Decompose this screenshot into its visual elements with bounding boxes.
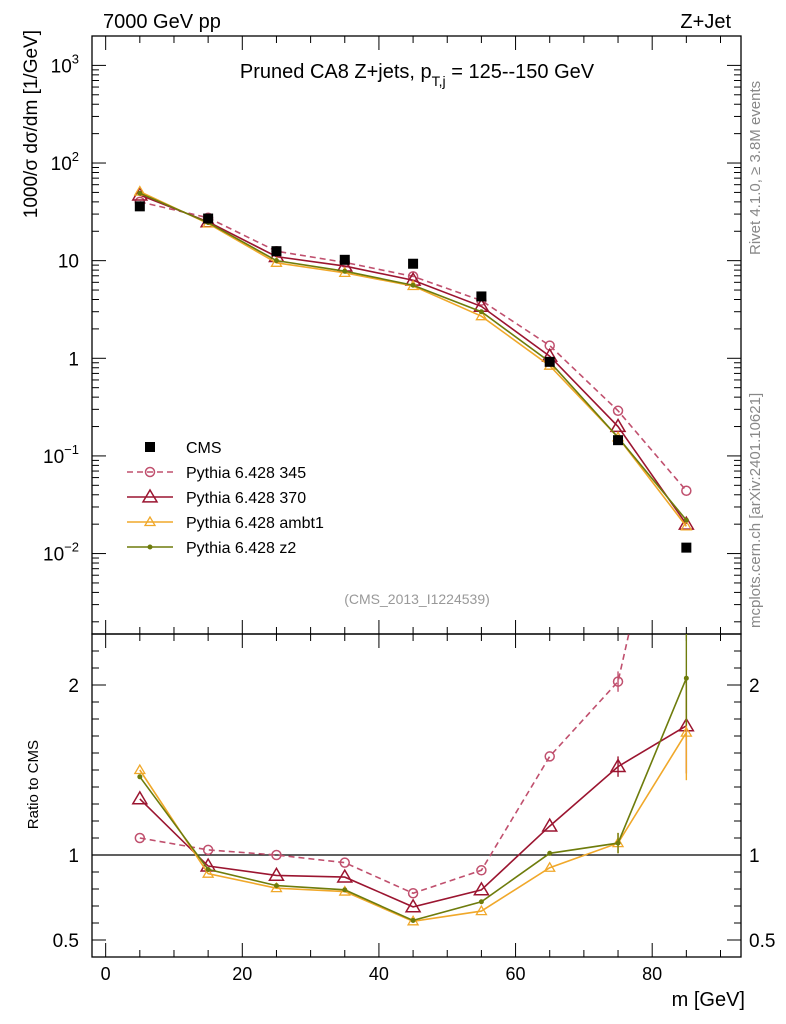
series-point-3 <box>273 258 279 264</box>
x-tick-label: 40 <box>369 964 389 984</box>
legend-marker <box>147 544 153 550</box>
x-tick-label: 0 <box>101 964 111 984</box>
legend-marker <box>144 466 156 478</box>
cms-point <box>203 213 214 224</box>
ratio-y-tick-label-right: 1 <box>749 846 760 867</box>
ratio-point-3 <box>273 883 279 889</box>
ratio-point-3 <box>410 917 416 923</box>
ratio-point-3 <box>137 774 143 780</box>
cms-point <box>613 435 624 446</box>
title-tail: = 125--150 GeV <box>446 61 595 83</box>
legend-marker <box>143 515 157 527</box>
series-line-0 <box>139 201 687 492</box>
ratio-point-2 <box>475 904 488 916</box>
energy-label: 7000 GeV pp <box>103 11 221 33</box>
ratio-y-tick-label: 1 <box>68 846 79 867</box>
cms-point <box>271 246 282 257</box>
legend-label: CMS <box>186 440 222 457</box>
ratio-point-1 <box>268 866 285 882</box>
ratio-point-1 <box>404 898 422 913</box>
series-point-3 <box>478 309 484 315</box>
x-tick-label: 60 <box>506 964 526 984</box>
main-data <box>131 185 695 553</box>
series-point-0 <box>681 485 692 496</box>
ratio-point-3 <box>547 850 553 856</box>
rivet-label: Rivet 4.1.0, ≥ 3.8M events <box>747 81 764 255</box>
series-point-2 <box>475 309 488 321</box>
series-point-1 <box>678 515 695 530</box>
ratio-frame <box>91 633 742 958</box>
y-tick-label: 10 <box>58 252 79 273</box>
cms-point <box>339 254 350 265</box>
series-point-3 <box>342 268 348 274</box>
ratio-point-0 <box>134 832 146 844</box>
ratio-point-2 <box>202 867 215 878</box>
legend-marker <box>141 488 159 503</box>
title-main: Pruned CA8 Z+jets, p <box>240 61 432 83</box>
series-point-0 <box>612 405 624 417</box>
plot-title: Pruned CA8 Z+jets, pT,j = 125--150 GeV <box>240 61 595 89</box>
ratio-point-0 <box>202 844 214 856</box>
ratio-point-1 <box>541 817 559 832</box>
ratio-point-0 <box>339 857 351 868</box>
y-tick-label: 102 <box>51 149 79 175</box>
ratio-point-0 <box>271 849 282 861</box>
series-point-3 <box>137 190 143 196</box>
ratio-point-3 <box>342 887 348 893</box>
ratio-panel: 0 20 40 60 80 0.5 0.5 1 1 2 2 <box>53 633 775 984</box>
ratio-point-2 <box>133 763 146 775</box>
y-axis-title-main: 1000/σ dσ/dm [1/GeV] <box>21 30 42 218</box>
series-point-2 <box>680 520 693 531</box>
y-tick-label: 103 <box>51 51 79 77</box>
cms-point <box>476 291 487 302</box>
ratio-point-2 <box>270 881 283 893</box>
series-point-3 <box>683 517 689 523</box>
ratio-y-tick-label: 2 <box>68 676 79 697</box>
analysis-id: (CMS_2013_I1224539) <box>344 591 490 607</box>
title-subscript: T,j <box>432 73 446 89</box>
x-tick-label: 20 <box>232 964 252 984</box>
ratio-y-tick-label: 0.5 <box>53 931 79 952</box>
ratio-point-0 <box>407 888 419 899</box>
x-tick-label: 80 <box>642 964 662 984</box>
y-tick-label: 10−2 <box>43 540 79 566</box>
ratio-y-tick-label-right: 0.5 <box>749 931 775 952</box>
legend-label: Pythia 6.428 345 <box>186 465 306 482</box>
legend-label: Pythia 6.428 370 <box>186 490 306 507</box>
ratio-point-2 <box>543 861 556 872</box>
ratio-y-tick-label-right: 2 <box>749 676 760 697</box>
legend-label: Pythia 6.428 ambt1 <box>186 515 324 532</box>
cms-point <box>544 356 555 367</box>
legend-label: Pythia 6.428 z2 <box>186 540 296 557</box>
legend-marker <box>145 442 155 452</box>
ratio-point-0 <box>476 865 487 876</box>
series-point-2 <box>270 256 283 267</box>
ratio-point-3 <box>205 866 211 872</box>
ratio-line-0 <box>139 634 630 895</box>
series-point-3 <box>410 282 416 288</box>
ratio-data <box>131 634 695 926</box>
y-tick-label: 10−1 <box>43 442 79 468</box>
y-tick-label: 1 <box>68 349 79 370</box>
cms-point <box>408 258 419 269</box>
x-axis-title: m [GeV] <box>672 989 745 1011</box>
mcplots-label: mcplots.cern.ch [arXiv:2401.10621] <box>747 393 764 628</box>
legend: CMS Pythia 6.428 345 Pythia 6.428 370 Pythi… <box>127 440 324 557</box>
ratio-point-0 <box>544 751 555 762</box>
ratio-point-3 <box>478 899 484 905</box>
ratio-point-1 <box>131 790 149 805</box>
cms-point <box>681 542 692 553</box>
ratio-line-3 <box>139 677 688 922</box>
ratio-point-1 <box>473 881 490 896</box>
ratio-line-1 <box>139 725 687 908</box>
process-label: Z+Jet <box>680 11 731 33</box>
ratio-point-1 <box>336 868 354 883</box>
y-axis-title-ratio: Ratio to CMS <box>25 740 42 829</box>
cms-point <box>134 201 145 212</box>
